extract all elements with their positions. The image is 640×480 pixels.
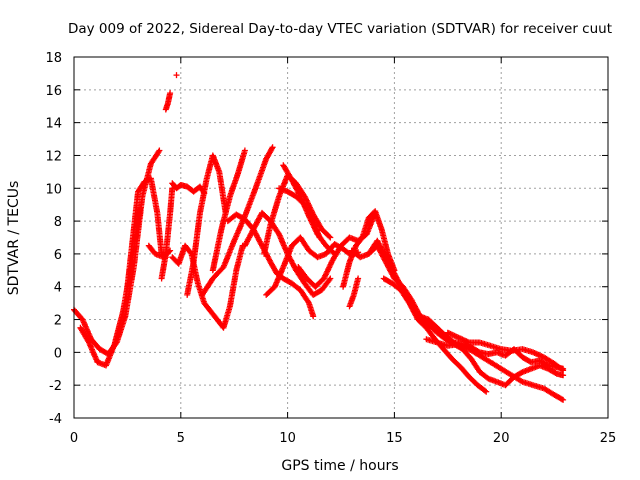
data-point: [327, 234, 334, 241]
data-point: [312, 227, 319, 234]
data-point: [268, 145, 275, 152]
data-point: [518, 369, 525, 376]
y-tick-label: 2: [54, 314, 62, 329]
data-point: [308, 208, 315, 215]
data-point: [310, 313, 317, 320]
data-point: [306, 214, 313, 221]
data-point: [322, 272, 329, 279]
data-point: [167, 90, 174, 97]
y-tick-label: 4: [54, 281, 62, 296]
data-point: [326, 233, 333, 240]
data-point: [173, 72, 180, 79]
data-point: [269, 144, 276, 151]
data-point: [558, 396, 565, 403]
data-point: [155, 148, 162, 155]
x-axis-label: GPS time / hours: [281, 458, 398, 474]
x-tick-label: 10: [279, 431, 296, 446]
data-point: [137, 205, 144, 211]
x-tick-labels: 0 5 10 15 20 25: [70, 431, 616, 446]
y-tick-label: 10: [45, 182, 62, 197]
x-tick-label: 20: [493, 431, 510, 446]
data-point: [305, 298, 312, 305]
data-point: [560, 367, 567, 374]
y-tick-label: -2: [49, 379, 62, 394]
x-tick-label: 25: [600, 431, 617, 446]
y-tick-label: 18: [45, 51, 62, 66]
y-tick-label: 12: [45, 149, 62, 164]
data-point: [482, 387, 488, 394]
x-tick-label: 0: [70, 431, 78, 446]
data-point: [560, 396, 567, 403]
axis-ticks: [73, 56, 609, 419]
plot-frame: [73, 56, 609, 419]
data-point: [241, 147, 248, 154]
data-point: [558, 366, 565, 373]
gridlines: [74, 57, 608, 418]
y-tick-labels: -4 -2 0 2 4 6 8 10 12 14 16 18: [45, 51, 62, 427]
data-point: [483, 388, 490, 395]
data-point: [459, 336, 466, 343]
y-axis-label: SDTVAR / TECUs: [6, 181, 22, 296]
x-tick-label: 5: [177, 431, 185, 446]
y-tick-label: 6: [54, 248, 62, 263]
data-point: [187, 249, 194, 256]
y-tick-label: 0: [54, 346, 62, 361]
y-tick-label: -4: [49, 412, 62, 427]
data-point: [355, 275, 362, 282]
data-point: [303, 196, 309, 203]
y-tick-label: 16: [45, 84, 62, 99]
data-point: [326, 276, 333, 283]
data-point: [156, 147, 163, 154]
data-point: [327, 275, 334, 282]
y-tick-label: 14: [45, 117, 62, 132]
chart-title: Day 009 of 2022, Sidereal Day-to-day VTE…: [68, 21, 612, 37]
y-tick-label: 8: [54, 215, 62, 230]
x-tick-label: 15: [386, 431, 403, 446]
data-points: [71, 72, 567, 403]
